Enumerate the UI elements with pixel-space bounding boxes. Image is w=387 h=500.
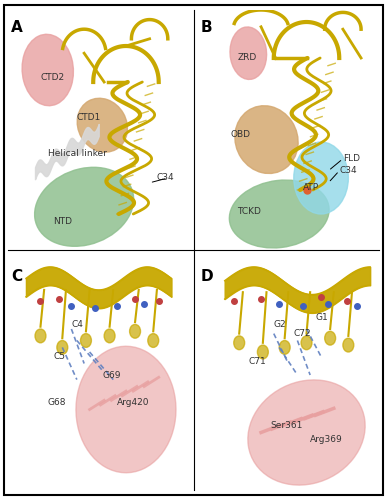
Ellipse shape <box>294 142 348 214</box>
Text: C: C <box>11 269 22 284</box>
Ellipse shape <box>248 380 365 485</box>
Circle shape <box>104 329 115 343</box>
Ellipse shape <box>229 180 329 248</box>
Text: G69: G69 <box>102 370 121 380</box>
Text: C71: C71 <box>248 356 266 366</box>
Text: G2: G2 <box>274 320 286 329</box>
Circle shape <box>325 332 336 345</box>
Text: G68: G68 <box>48 398 66 407</box>
Text: CTD1: CTD1 <box>77 114 101 122</box>
Text: C72: C72 <box>294 329 312 338</box>
Text: Helical linker: Helical linker <box>48 150 107 158</box>
Text: C5: C5 <box>53 352 65 361</box>
Text: FLD: FLD <box>343 154 360 164</box>
Circle shape <box>301 336 312 349</box>
Circle shape <box>279 340 290 354</box>
Ellipse shape <box>77 98 127 152</box>
Circle shape <box>148 334 159 347</box>
Ellipse shape <box>34 168 134 246</box>
Text: A: A <box>11 20 23 34</box>
Text: C34: C34 <box>157 174 175 182</box>
Circle shape <box>343 338 354 352</box>
Circle shape <box>80 334 91 347</box>
Ellipse shape <box>76 346 176 472</box>
Text: ATP: ATP <box>303 183 319 192</box>
Text: B: B <box>201 20 212 34</box>
Circle shape <box>257 345 268 359</box>
Text: G1: G1 <box>316 313 328 322</box>
Text: ZRD: ZRD <box>237 54 257 62</box>
Text: CTD2: CTD2 <box>41 72 65 82</box>
Text: Arg420: Arg420 <box>117 398 149 407</box>
Ellipse shape <box>235 106 298 174</box>
Circle shape <box>130 324 140 338</box>
Circle shape <box>57 340 68 354</box>
Ellipse shape <box>22 34 74 106</box>
Text: C34: C34 <box>339 166 357 175</box>
Circle shape <box>234 336 245 349</box>
Text: OBD: OBD <box>230 130 250 140</box>
Text: NTD: NTD <box>53 216 72 226</box>
Text: C4: C4 <box>71 320 83 329</box>
Circle shape <box>35 329 46 343</box>
Text: D: D <box>201 269 214 284</box>
Text: Arg369: Arg369 <box>310 435 343 444</box>
Text: TCKD: TCKD <box>237 207 261 216</box>
Ellipse shape <box>230 27 267 80</box>
Text: Ser361: Ser361 <box>270 421 303 430</box>
